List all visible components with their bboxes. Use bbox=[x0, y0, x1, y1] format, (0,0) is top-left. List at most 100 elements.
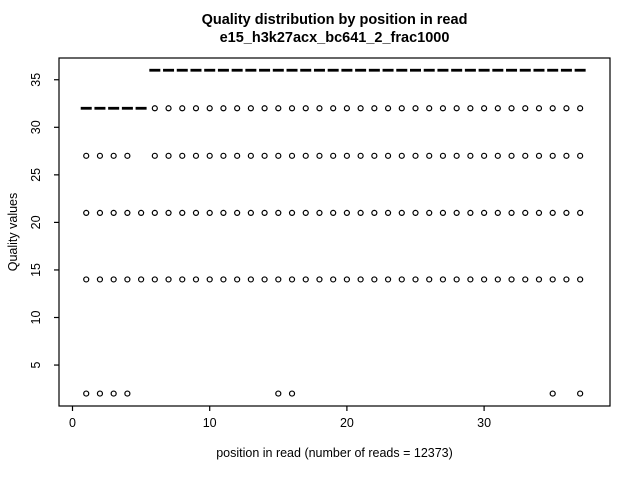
outlier-point bbox=[261, 152, 268, 159]
outlier-point bbox=[138, 209, 145, 216]
outlier-point bbox=[220, 105, 227, 112]
outlier-point bbox=[83, 152, 90, 159]
outlier-point bbox=[302, 209, 309, 216]
outlier-point bbox=[494, 152, 501, 159]
outlier-point bbox=[330, 152, 337, 159]
median-dash bbox=[437, 68, 449, 72]
median-dash bbox=[368, 68, 380, 72]
median-dash bbox=[135, 106, 147, 110]
outlier-point bbox=[247, 276, 254, 283]
outlier-point bbox=[288, 152, 296, 159]
outlier-point bbox=[357, 209, 364, 216]
median-dash bbox=[259, 68, 271, 72]
outlier-point bbox=[508, 276, 515, 283]
outlier-point bbox=[192, 209, 200, 216]
outlier-point bbox=[467, 276, 474, 283]
outlier-point bbox=[371, 105, 378, 112]
outlier-point bbox=[439, 105, 447, 112]
outlier-point bbox=[549, 390, 556, 397]
outlier-point bbox=[261, 209, 268, 216]
outlier-point bbox=[179, 209, 186, 216]
median-dash bbox=[231, 68, 243, 72]
outlier-point bbox=[412, 276, 419, 283]
median-dash bbox=[176, 68, 188, 72]
outlier-point bbox=[522, 152, 529, 159]
median-dash bbox=[533, 68, 545, 72]
median-dash bbox=[121, 106, 133, 110]
outlier-point bbox=[384, 105, 392, 112]
outlier-point bbox=[316, 209, 323, 216]
outlier-point bbox=[302, 276, 309, 283]
outlier-point bbox=[151, 276, 158, 283]
outlier-point bbox=[577, 276, 584, 283]
outlier-point bbox=[261, 276, 268, 283]
y-tick-label: 5 bbox=[29, 362, 43, 369]
outlier-point bbox=[165, 152, 172, 159]
outlier-point bbox=[234, 276, 241, 283]
outlier-point bbox=[124, 152, 131, 159]
outlier-point bbox=[220, 276, 227, 283]
median-dash bbox=[560, 68, 572, 72]
outlier-point bbox=[206, 105, 213, 112]
outlier-point bbox=[494, 209, 501, 216]
outlier-point bbox=[179, 276, 186, 283]
outlier-point bbox=[206, 209, 213, 216]
chart-title: Quality distribution by position in read bbox=[202, 12, 468, 28]
outlier-point bbox=[316, 152, 323, 159]
outlier-point bbox=[247, 209, 254, 216]
outlier-point bbox=[206, 152, 213, 159]
outlier-point bbox=[165, 209, 172, 216]
outlier-point bbox=[110, 152, 117, 159]
outlier-point bbox=[535, 209, 543, 216]
outlier-point bbox=[535, 105, 543, 112]
outlier-point bbox=[453, 209, 460, 216]
outlier-point bbox=[96, 209, 104, 216]
outlier-point bbox=[151, 152, 158, 159]
outlier-point bbox=[165, 105, 172, 112]
outlier-point bbox=[357, 152, 364, 159]
outlier-point bbox=[481, 152, 488, 159]
outlier-point bbox=[343, 105, 350, 112]
outlier-point bbox=[138, 276, 145, 283]
plot-box bbox=[58, 57, 611, 407]
outlier-point bbox=[151, 105, 158, 112]
median-dash bbox=[163, 68, 175, 72]
median-dash bbox=[451, 68, 463, 72]
outlier-point bbox=[371, 152, 378, 159]
median-dash bbox=[574, 68, 586, 72]
outlier-point bbox=[549, 105, 556, 112]
median-dash bbox=[478, 68, 490, 72]
outlier-point bbox=[412, 152, 419, 159]
outlier-point bbox=[234, 152, 241, 159]
plot-area bbox=[80, 68, 586, 397]
outlier-point bbox=[426, 209, 433, 216]
outlier-point bbox=[508, 152, 515, 159]
outlier-point bbox=[426, 105, 433, 112]
outlier-point bbox=[330, 276, 337, 283]
outlier-point bbox=[453, 105, 460, 112]
outlier-point bbox=[549, 152, 556, 159]
outlier-point bbox=[220, 209, 227, 216]
outlier-point bbox=[467, 105, 474, 112]
outlier-point bbox=[343, 152, 350, 159]
outlier-point bbox=[124, 209, 131, 216]
median-dash bbox=[94, 106, 106, 110]
outlier-point bbox=[357, 276, 364, 283]
x-tick-label: 30 bbox=[477, 416, 491, 430]
outlier-point bbox=[577, 105, 584, 112]
outlier-point bbox=[124, 390, 131, 397]
outlier-point bbox=[439, 276, 447, 283]
outlier-point bbox=[426, 152, 433, 159]
median-dash bbox=[396, 68, 408, 72]
outlier-point bbox=[275, 390, 282, 397]
median-dash bbox=[547, 68, 559, 72]
outlier-point bbox=[275, 276, 282, 283]
y-tick-label: 35 bbox=[29, 73, 43, 87]
y-axis: 5 10 15 20 25 30 35 bbox=[29, 73, 59, 369]
outlier-point bbox=[96, 152, 104, 159]
outlier-point bbox=[110, 276, 117, 283]
outlier-point bbox=[357, 105, 364, 112]
outlier-point bbox=[330, 209, 337, 216]
outlier-point bbox=[577, 390, 584, 397]
